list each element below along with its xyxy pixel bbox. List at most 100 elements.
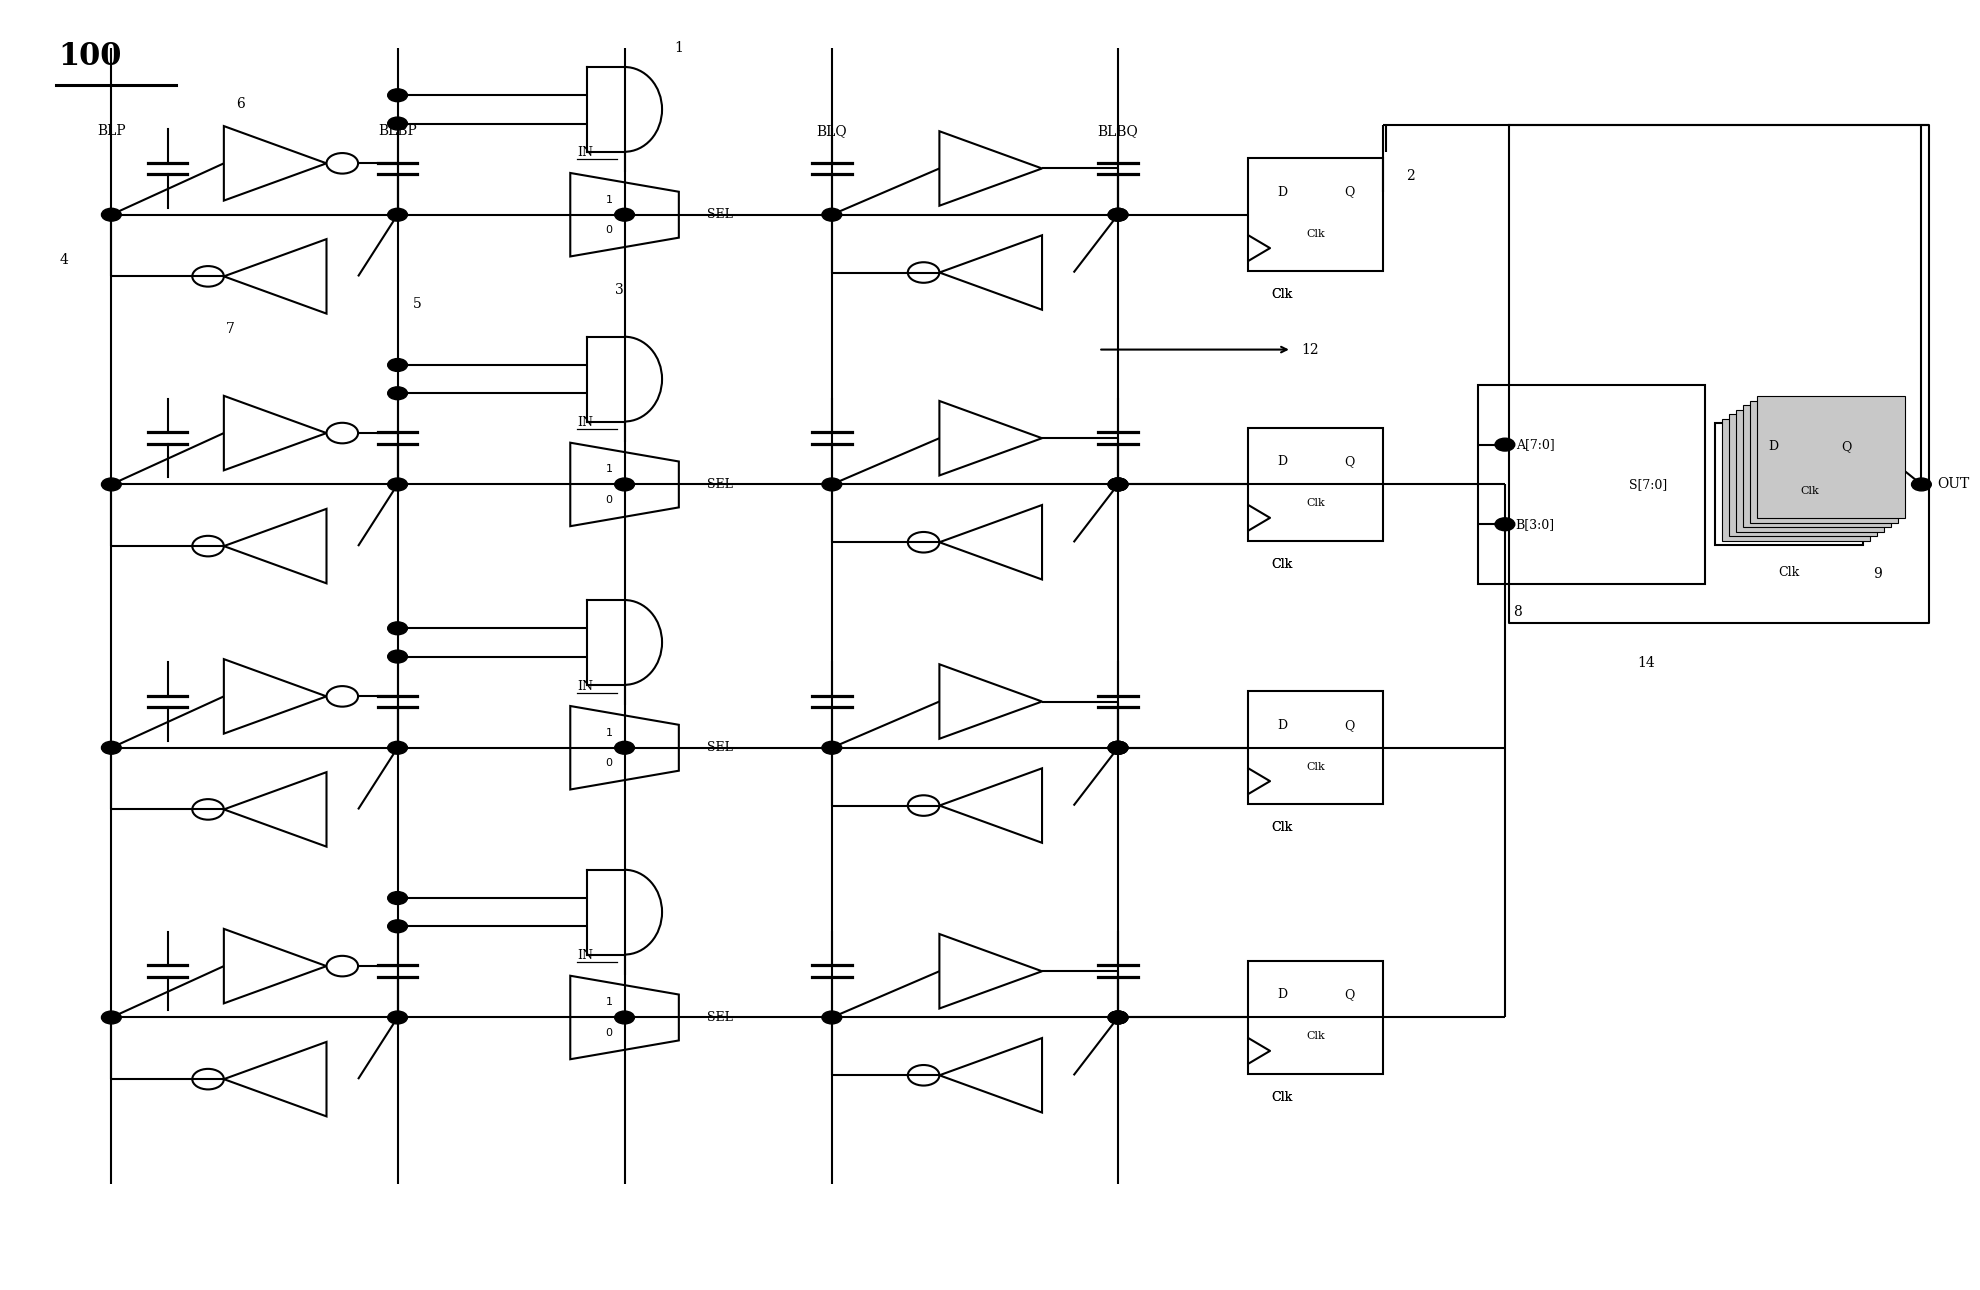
Text: Q: Q: [1342, 719, 1354, 731]
Text: D: D: [1277, 455, 1287, 468]
Circle shape: [101, 742, 121, 755]
Text: IN: IN: [576, 949, 592, 962]
Circle shape: [614, 742, 634, 755]
Circle shape: [822, 208, 842, 221]
Circle shape: [1107, 742, 1127, 755]
Circle shape: [1107, 479, 1127, 491]
Text: Clk: Clk: [1271, 557, 1291, 570]
Text: 9: 9: [1873, 566, 1881, 580]
Circle shape: [388, 208, 408, 221]
Text: 4: 4: [59, 253, 69, 267]
Text: D: D: [1277, 988, 1287, 1001]
Circle shape: [822, 479, 842, 491]
Text: 5: 5: [414, 298, 422, 311]
Circle shape: [101, 1011, 121, 1024]
Circle shape: [388, 479, 408, 491]
Text: 1: 1: [606, 464, 612, 475]
Circle shape: [388, 650, 408, 663]
Text: B[3:0]: B[3:0]: [1515, 517, 1554, 530]
Text: 2: 2: [1406, 169, 1414, 183]
Text: 8: 8: [1513, 605, 1521, 619]
Text: Clk: Clk: [1305, 228, 1325, 239]
Text: Q: Q: [1342, 186, 1354, 199]
Text: Clk: Clk: [1778, 566, 1800, 579]
Text: Clk: Clk: [1271, 820, 1291, 833]
Circle shape: [388, 387, 408, 400]
Text: SEL: SEL: [707, 1011, 733, 1024]
Text: 1: 1: [606, 997, 612, 1007]
Circle shape: [822, 1011, 842, 1024]
Text: 0: 0: [606, 494, 612, 504]
Bar: [1729, 414, 1875, 537]
Circle shape: [388, 920, 408, 933]
Circle shape: [1107, 208, 1127, 221]
Text: BLQ: BLQ: [816, 124, 847, 138]
Text: Clk: Clk: [1271, 1091, 1291, 1104]
Text: 6: 6: [236, 97, 244, 111]
Circle shape: [388, 622, 408, 635]
Bar: [1247, 691, 1382, 804]
Text: Q: Q: [1342, 455, 1354, 468]
Text: Clk: Clk: [1271, 820, 1291, 833]
Text: S[7:0]: S[7:0]: [1630, 477, 1667, 491]
Text: Clk: Clk: [1271, 288, 1291, 301]
Text: SEL: SEL: [707, 477, 733, 491]
Circle shape: [1107, 742, 1127, 755]
Circle shape: [1107, 208, 1127, 221]
Text: 0: 0: [606, 759, 612, 768]
Circle shape: [1911, 479, 1930, 491]
Circle shape: [1495, 439, 1515, 451]
Bar: [1742, 405, 1889, 528]
Circle shape: [1107, 1011, 1127, 1024]
Text: Clk: Clk: [1800, 486, 1818, 497]
Bar: [1715, 423, 1863, 546]
Bar: [1748, 401, 1897, 522]
Text: 1: 1: [606, 195, 612, 205]
Text: D: D: [1277, 186, 1287, 199]
Text: Q: Q: [1841, 440, 1851, 453]
Text: 7: 7: [226, 322, 234, 335]
Text: BLBQ: BLBQ: [1097, 124, 1138, 138]
Text: Clk: Clk: [1305, 498, 1325, 508]
Circle shape: [1107, 479, 1127, 491]
Circle shape: [1107, 1011, 1127, 1024]
Circle shape: [388, 1011, 408, 1024]
Text: 14: 14: [1635, 657, 1653, 671]
Bar: [1721, 419, 1869, 541]
Circle shape: [614, 1011, 634, 1024]
Circle shape: [1107, 1011, 1127, 1024]
Text: Clk: Clk: [1305, 761, 1325, 771]
Text: BLBP: BLBP: [378, 124, 416, 138]
Circle shape: [614, 208, 634, 221]
Bar: [1756, 396, 1903, 519]
Text: Clk: Clk: [1305, 1031, 1325, 1041]
Text: Clk: Clk: [1271, 557, 1291, 570]
Text: OUT: OUT: [1936, 477, 1968, 491]
Text: IN: IN: [576, 147, 592, 160]
Circle shape: [388, 891, 408, 904]
Text: A[7:0]: A[7:0]: [1515, 439, 1554, 451]
Text: SEL: SEL: [707, 208, 733, 221]
Text: D: D: [1277, 719, 1287, 731]
Circle shape: [101, 208, 121, 221]
Text: 1: 1: [673, 40, 683, 54]
Text: IN: IN: [576, 417, 592, 430]
Bar: [1734, 410, 1883, 531]
Circle shape: [1107, 742, 1127, 755]
Circle shape: [1495, 517, 1515, 530]
Bar: [1247, 159, 1382, 271]
Bar: [1247, 961, 1382, 1075]
Circle shape: [388, 117, 408, 130]
Text: 100: 100: [57, 41, 121, 72]
Circle shape: [614, 479, 634, 491]
Text: 3: 3: [614, 284, 624, 298]
Bar: [1247, 428, 1382, 541]
Text: Q: Q: [1342, 988, 1354, 1001]
Text: D: D: [1766, 440, 1776, 453]
Text: 1: 1: [606, 728, 612, 738]
Text: 0: 0: [606, 224, 612, 235]
Bar: [1477, 384, 1705, 584]
Text: 0: 0: [606, 1028, 612, 1037]
Text: IN: IN: [576, 680, 592, 693]
Text: SEL: SEL: [707, 742, 733, 755]
